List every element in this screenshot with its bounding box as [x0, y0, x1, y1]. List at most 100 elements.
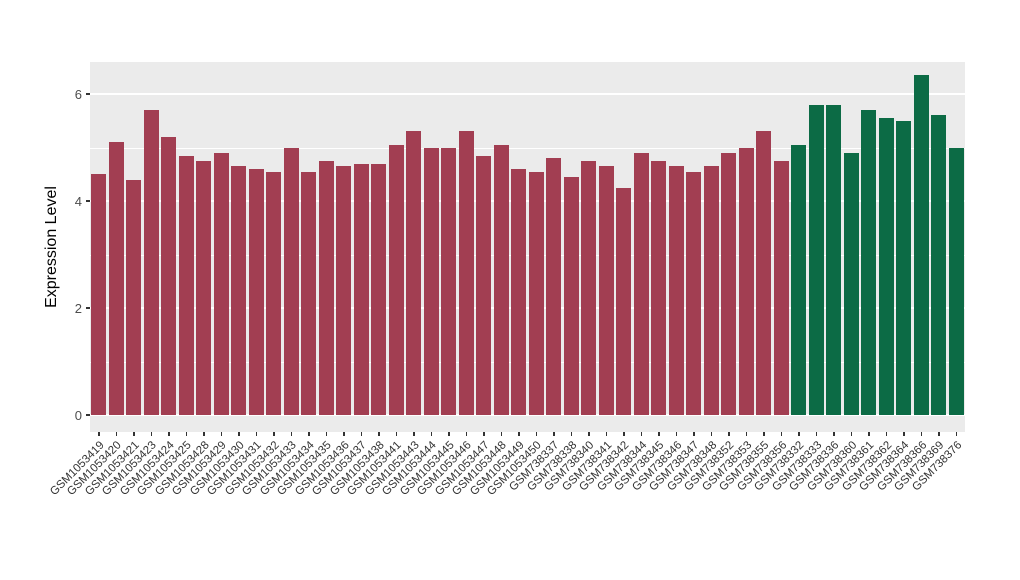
x-axis-tick [308, 432, 310, 436]
x-axis-tick [745, 432, 747, 436]
x-axis-tick [465, 432, 467, 436]
gridline-major [90, 307, 965, 309]
x-axis-tick [920, 432, 922, 436]
bar [161, 136, 177, 415]
x-axis-tick [955, 432, 957, 436]
bar [896, 120, 912, 415]
bar [948, 147, 964, 415]
x-axis-tick [780, 432, 782, 436]
bar [231, 166, 247, 415]
x-axis-tick [150, 432, 152, 436]
x-axis-tick [98, 432, 100, 436]
bar [213, 152, 229, 415]
bar [581, 160, 597, 415]
x-axis-tick [238, 432, 240, 436]
bar [633, 152, 649, 415]
x-axis-tick [430, 432, 432, 436]
x-axis-tick [833, 432, 835, 436]
plot-panel [90, 62, 965, 432]
y-axis-tick [86, 414, 90, 416]
bar [266, 171, 282, 415]
x-axis-tick [570, 432, 572, 436]
bar [528, 171, 544, 415]
bar [598, 166, 614, 415]
bar [336, 166, 352, 415]
bar [143, 110, 159, 415]
bar [441, 147, 457, 415]
x-axis-tick [553, 432, 555, 436]
x-axis-tick [885, 432, 887, 436]
bar [423, 147, 439, 415]
x-axis-tick [728, 432, 730, 436]
x-axis-tick [325, 432, 327, 436]
x-axis-tick [343, 432, 345, 436]
bar [668, 166, 684, 415]
x-axis-tick [483, 432, 485, 436]
bar [108, 142, 124, 415]
x-axis-tick [518, 432, 520, 436]
bar [616, 187, 632, 415]
bar [458, 131, 474, 415]
x-axis-tick [500, 432, 502, 436]
x-axis-tick [903, 432, 905, 436]
x-axis-tick [623, 432, 625, 436]
bar [738, 147, 754, 415]
bar [913, 75, 929, 415]
bar [91, 174, 107, 415]
gridline-major [90, 93, 965, 95]
x-axis-tick [168, 432, 170, 436]
x-axis-tick [850, 432, 852, 436]
x-axis-tick [448, 432, 450, 436]
bar [546, 158, 562, 415]
bar [476, 155, 492, 415]
y-tick-label: 6 [74, 87, 82, 102]
bar [686, 171, 702, 415]
x-axis-tick [938, 432, 940, 436]
x-axis-tick [693, 432, 695, 436]
x-axis-tick [588, 432, 590, 436]
gridline-major [90, 414, 965, 416]
y-axis-tick [86, 307, 90, 309]
bar [703, 166, 719, 415]
bar [756, 131, 772, 415]
x-axis-tick [220, 432, 222, 436]
y-tick-label: 0 [74, 408, 82, 423]
bar [791, 144, 807, 415]
x-axis-tick [395, 432, 397, 436]
bar [511, 168, 527, 415]
bar [283, 147, 299, 415]
x-axis-tick [185, 432, 187, 436]
x-axis-tick [763, 432, 765, 436]
bar [178, 155, 194, 415]
gridline-minor [90, 254, 965, 256]
y-tick-label: 4 [74, 194, 82, 209]
bar [318, 160, 334, 415]
bar [353, 163, 369, 415]
x-axis-tick [273, 432, 275, 436]
x-axis-tick [798, 432, 800, 436]
x-axis-tick [115, 432, 117, 436]
bar [878, 118, 894, 415]
x-axis-tick [868, 432, 870, 436]
x-axis-tick [710, 432, 712, 436]
x-axis-tick [133, 432, 135, 436]
y-axis-tick [86, 200, 90, 202]
gridline-major [90, 200, 965, 202]
bar [563, 176, 579, 415]
x-axis-tick [203, 432, 205, 436]
x-axis-tick [815, 432, 817, 436]
gridline-minor [90, 147, 965, 149]
bar [196, 160, 212, 415]
bar [371, 163, 387, 415]
bar [931, 115, 947, 415]
x-axis-tick [255, 432, 257, 436]
y-axis-tick [86, 93, 90, 95]
x-axis-tick [290, 432, 292, 436]
y-tick-label: 2 [74, 301, 82, 316]
x-axis-tick [535, 432, 537, 436]
bar [406, 131, 422, 415]
x-axis-tick [360, 432, 362, 436]
x-axis-tick [658, 432, 660, 436]
bar [651, 160, 667, 415]
